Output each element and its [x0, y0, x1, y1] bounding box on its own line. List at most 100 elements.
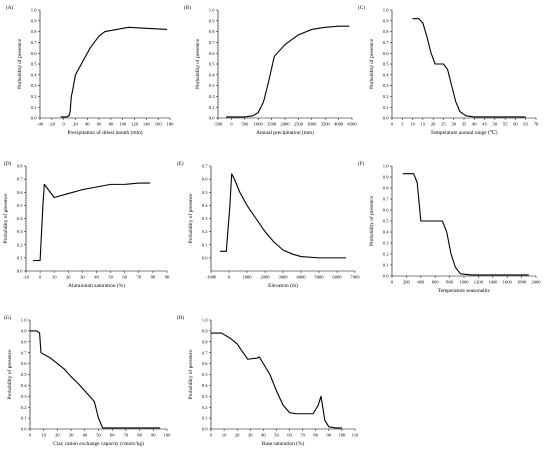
y-tick-label: 0.6 [21, 361, 27, 366]
y-tick-label: 0.7 [202, 164, 208, 169]
x-axis-title: Temperature annual range (℃) [430, 129, 497, 136]
panel-label: (H) [177, 314, 184, 321]
x-tick-label: 45 [482, 122, 487, 127]
chart-panel: -10 0 10 20 30 40 50 60 70 80 90 0.0 0.1 0.2 0.3 0.4 0.5… [2, 160, 170, 289]
y-tick-label: 0.6 [17, 190, 23, 195]
x-tick-label: 5000 [314, 275, 324, 280]
x-tick-label: 20 [66, 275, 71, 280]
y-tick-label: 0.1 [383, 105, 389, 110]
y-axis-title: Probability of presence [194, 38, 201, 89]
y-tick-label: 0.4 [21, 383, 27, 388]
x-tick-label: 30 [80, 275, 85, 280]
y-tick-label: 0.3 [383, 83, 389, 88]
chart-panel: -1000 0 1000 2000 3000 4000 5000 6000 7000 0.0 0.1… [177, 160, 360, 289]
y-axis-title: Probability of presence [368, 38, 375, 89]
x-tick-label: 200 [403, 280, 411, 285]
x-tick-label: 140 [143, 122, 151, 127]
panel-label: (F) [358, 160, 365, 167]
y-tick-label: 0.7 [202, 350, 208, 355]
x-tick-label: 10 [222, 433, 227, 438]
x-tick-label: 40 [472, 122, 477, 127]
x-tick-label: 1400 [488, 280, 498, 285]
x-tick-label: 60 [287, 433, 292, 438]
y-tick-label: 0.6 [383, 51, 389, 56]
x-tick-label: 160 [155, 122, 163, 127]
x-tick-label: 7000 [350, 275, 360, 280]
x-tick-label: 100 [119, 122, 127, 127]
x-tick-label: 2000 [531, 280, 541, 285]
x-tick-label: 80 [109, 122, 114, 127]
y-tick-label: 0.4 [202, 203, 208, 208]
x-axis-title: Temperature seasonality [438, 288, 491, 294]
x-tick-label: 0 [39, 275, 42, 280]
y-tick-label: 0.1 [209, 105, 215, 110]
panel-label: (A) [6, 4, 13, 11]
y-tick-label: 0.4 [202, 383, 208, 388]
y-tick-label: 0.1 [202, 242, 208, 247]
y-tick-label: 0.7 [21, 350, 27, 355]
y-tick-label: 0.8 [17, 164, 23, 169]
x-tick-label: 0 [228, 275, 231, 280]
x-tick-label: -1000 [206, 275, 217, 280]
x-axis-title: Precipitation of driest month (mm) [67, 129, 142, 136]
x-tick-label: 90 [327, 433, 332, 438]
y-tick-label: 0.4 [383, 72, 389, 77]
y-axis-title: Probability of presence [2, 193, 9, 244]
y-tick-label: 0.7 [17, 177, 23, 182]
y-tick-label: 0.2 [202, 405, 208, 410]
y-tick-label: 0.2 [31, 94, 37, 99]
y-tick-label: 0.4 [17, 216, 23, 221]
y-tick-label: 0.2 [383, 252, 389, 257]
y-tick-label: 0.5 [31, 62, 37, 67]
x-tick-label: 50 [96, 433, 101, 438]
y-tick-label: 0.5 [209, 62, 215, 67]
x-tick-label: 70 [137, 275, 142, 280]
y-tick-label: 0.1 [17, 255, 23, 260]
y-tick-label: 0.2 [202, 229, 208, 234]
x-tick-label: 90 [165, 275, 170, 280]
x-tick-label: 60 [110, 433, 115, 438]
x-tick-label: 1000 [242, 275, 252, 280]
x-tick-label: 90 [151, 433, 156, 438]
x-tick-label: 4500 [347, 122, 357, 127]
y-tick-label: 0.8 [202, 339, 208, 344]
y-tick-label: 0.6 [383, 208, 389, 213]
x-tick-label: 2000 [260, 275, 270, 280]
y-tick-label: 0.8 [31, 29, 37, 34]
y-tick-label: 0.5 [202, 372, 208, 377]
x-tick-label: -20 [49, 122, 56, 127]
chart-panel: 0 5 10 15 20 25 30 35 40 45 50 55 60 65 70 0.0 0.1 0.2 0.3… [358, 4, 539, 136]
y-tick-label: 0.0 [202, 255, 208, 260]
y-tick-label: 0.3 [202, 394, 208, 399]
x-tick-label: 65 [523, 122, 528, 127]
y-tick-label: 0.3 [383, 241, 389, 246]
y-tick-label: 0.1 [21, 416, 27, 421]
x-tick-label: 20 [55, 433, 60, 438]
x-tick-label: 0 [29, 433, 32, 438]
y-tick-label: 0.9 [202, 329, 208, 334]
series-line [412, 18, 526, 118]
y-tick-label: 0.8 [383, 186, 389, 191]
x-tick-label: 3000 [307, 122, 317, 127]
x-tick-label: 0 [210, 433, 213, 438]
x-tick-label: 40 [83, 433, 88, 438]
y-tick-label: 0.1 [202, 416, 208, 421]
x-tick-label: 25 [441, 122, 446, 127]
x-axis-title: Aluminium saturation (%) [68, 282, 125, 289]
x-tick-label: 10 [41, 433, 46, 438]
y-tick-label: 0.9 [31, 18, 37, 23]
chart-panel: -40 -20 0 20 40 60 80 100 120 140 160 180 0.0 0.1 0.2 0… [6, 4, 174, 136]
x-tick-label: 2000 [280, 122, 290, 127]
y-tick-label: 0.3 [17, 229, 23, 234]
chart-panel: 0 10 20 30 40 50 60 70 80 90 100 0.0 0.1 0.2 0.3 0.4 0.5… [4, 314, 171, 447]
x-tick-label: 50 [108, 275, 113, 280]
x-axis-title: Base saturation (%) [262, 440, 305, 447]
x-tick-label: 40 [261, 433, 266, 438]
x-tick-label: 4000 [296, 275, 306, 280]
y-tick-label: 0.5 [383, 219, 389, 224]
y-tick-label: 0.0 [202, 427, 208, 432]
x-tick-label: 40 [94, 275, 99, 280]
y-tick-label: 0.9 [209, 18, 215, 23]
x-tick-label: 50 [274, 433, 279, 438]
y-tick-label: 0.3 [21, 394, 27, 399]
